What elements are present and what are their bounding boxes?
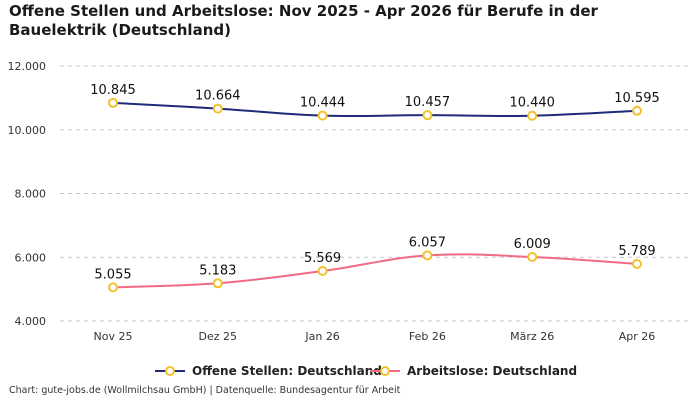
data-point [632, 105, 642, 116]
data-point [212, 278, 223, 289]
data-label: 10.595 [614, 91, 660, 106]
data-point [632, 258, 642, 269]
data-label: 10.664 [195, 89, 241, 104]
data-label: 10.440 [509, 96, 555, 111]
x-tick-label: März 26 [510, 330, 554, 343]
data-point [422, 250, 433, 261]
data-label: 10.457 [405, 95, 451, 110]
data-point [108, 97, 118, 108]
y-tick-label: 8.000 [15, 188, 47, 201]
legend-swatch-marker [165, 366, 175, 376]
legend-swatch-marker [380, 366, 390, 376]
y-tick-label: 10.000 [8, 124, 47, 137]
x-tick-label: Dez 25 [199, 330, 238, 343]
data-point [108, 282, 118, 293]
data-label: 5.183 [199, 263, 236, 278]
data-label: 5.789 [618, 244, 655, 259]
x-tick-label: Feb 26 [409, 330, 446, 343]
data-label: 10.444 [300, 96, 346, 111]
data-label: 5.569 [304, 251, 341, 266]
data-label: 6.057 [409, 235, 446, 250]
y-tick-label: 4.000 [15, 315, 47, 328]
x-tick-label: Nov 25 [94, 330, 133, 343]
series-line [112, 101, 638, 118]
chart-title: Offene Stellen und Arbeitslose: Nov 2025… [9, 2, 598, 39]
legend-label: Offene Stellen: Deutschland [192, 364, 382, 378]
y-tick-label: 6.000 [15, 251, 47, 264]
data-point [317, 110, 328, 121]
data-label: 5.055 [94, 267, 131, 282]
data-point [422, 110, 433, 121]
data-point [317, 265, 328, 276]
x-tick-label: Apr 26 [619, 330, 656, 343]
data-label: 10.845 [90, 83, 136, 98]
x-tick-label: Jan 26 [304, 330, 339, 343]
data-point [212, 103, 223, 114]
data-point [527, 110, 538, 121]
data-label: 6.009 [514, 237, 551, 252]
chart-footer: Chart: gute-jobs.de (Wollmilchsau GmbH) … [9, 385, 401, 396]
y-tick-label: 12.000 [8, 60, 47, 73]
data-point [527, 251, 538, 262]
series-line [112, 253, 638, 289]
legend-label: Arbeitslose: Deutschland [407, 364, 577, 378]
